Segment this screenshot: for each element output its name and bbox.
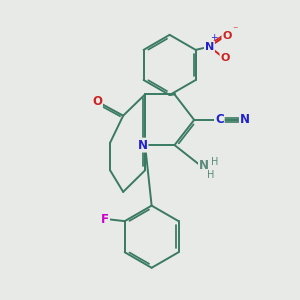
Text: +: + [210, 33, 217, 42]
Text: H: H [211, 158, 218, 167]
Text: N: N [199, 159, 209, 172]
Text: N: N [205, 42, 214, 52]
Text: O: O [92, 95, 102, 108]
Text: H: H [207, 170, 214, 180]
Text: O: O [222, 31, 232, 41]
Text: N: N [137, 139, 148, 152]
Text: C: C [215, 113, 224, 126]
Text: O: O [220, 53, 230, 63]
Text: F: F [101, 213, 109, 226]
Text: ⁻: ⁻ [232, 25, 238, 35]
Text: N: N [240, 113, 250, 126]
